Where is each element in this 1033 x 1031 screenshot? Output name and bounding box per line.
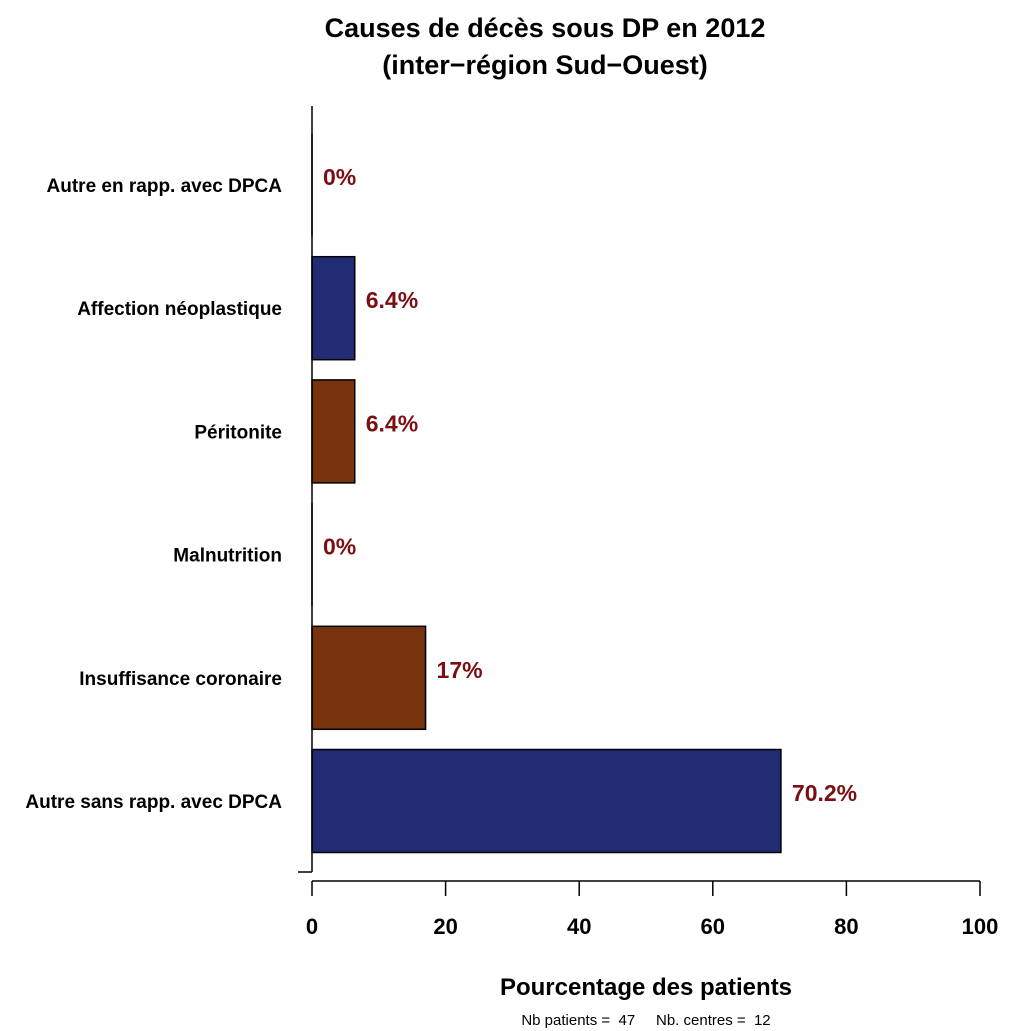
category-label: Affection néoplastique bbox=[77, 299, 282, 320]
chart-subtitle: (inter−région Sud−Ouest) bbox=[382, 50, 708, 80]
data-label: 70.2% bbox=[792, 780, 857, 806]
x-tick-label: 40 bbox=[567, 914, 591, 939]
bar-peritonite bbox=[311, 379, 356, 484]
category-label: Autre sans rapp. avec DPCA bbox=[25, 792, 282, 813]
category-label: Péritonite bbox=[194, 422, 282, 443]
category-label: Autre en rapp. avec DPCA bbox=[47, 176, 283, 197]
bar-autre-sans-rapp-avec-dpca bbox=[311, 748, 782, 854]
x-axis-label: Pourcentage des patients bbox=[500, 974, 792, 1001]
x-tick-label: 60 bbox=[701, 914, 725, 939]
data-label: 17% bbox=[437, 657, 483, 683]
footnote: Nb patients = 47 Nb. centres = 12 bbox=[521, 1012, 770, 1029]
x-tick-label: 20 bbox=[433, 914, 457, 939]
data-label: 6.4% bbox=[366, 287, 418, 313]
data-label: 0% bbox=[323, 534, 356, 560]
chart-title: Causes de décès sous DP en 2012 bbox=[325, 13, 766, 43]
category-label: Malnutrition bbox=[173, 546, 282, 567]
x-tick-label: 100 bbox=[962, 914, 999, 939]
category-labels: Autre en rapp. avec DPCA Affection néopla… bbox=[25, 176, 282, 813]
data-label: 0% bbox=[323, 164, 356, 190]
x-tick-label: 80 bbox=[834, 914, 858, 939]
bars-layer bbox=[311, 133, 782, 854]
category-label: Insuffisance coronaire bbox=[79, 669, 282, 690]
bar-insuffisance-coronaire bbox=[311, 625, 427, 731]
x-axis-ticks: 0 20 40 60 80 100 bbox=[306, 881, 998, 939]
data-label: 6.4% bbox=[366, 410, 418, 436]
data-labels: 0% 6.4% 6.4% 0% 17% 70.2% bbox=[323, 164, 857, 806]
x-tick-label: 0 bbox=[306, 914, 318, 939]
bar-affection-neoplastique bbox=[311, 255, 356, 361]
